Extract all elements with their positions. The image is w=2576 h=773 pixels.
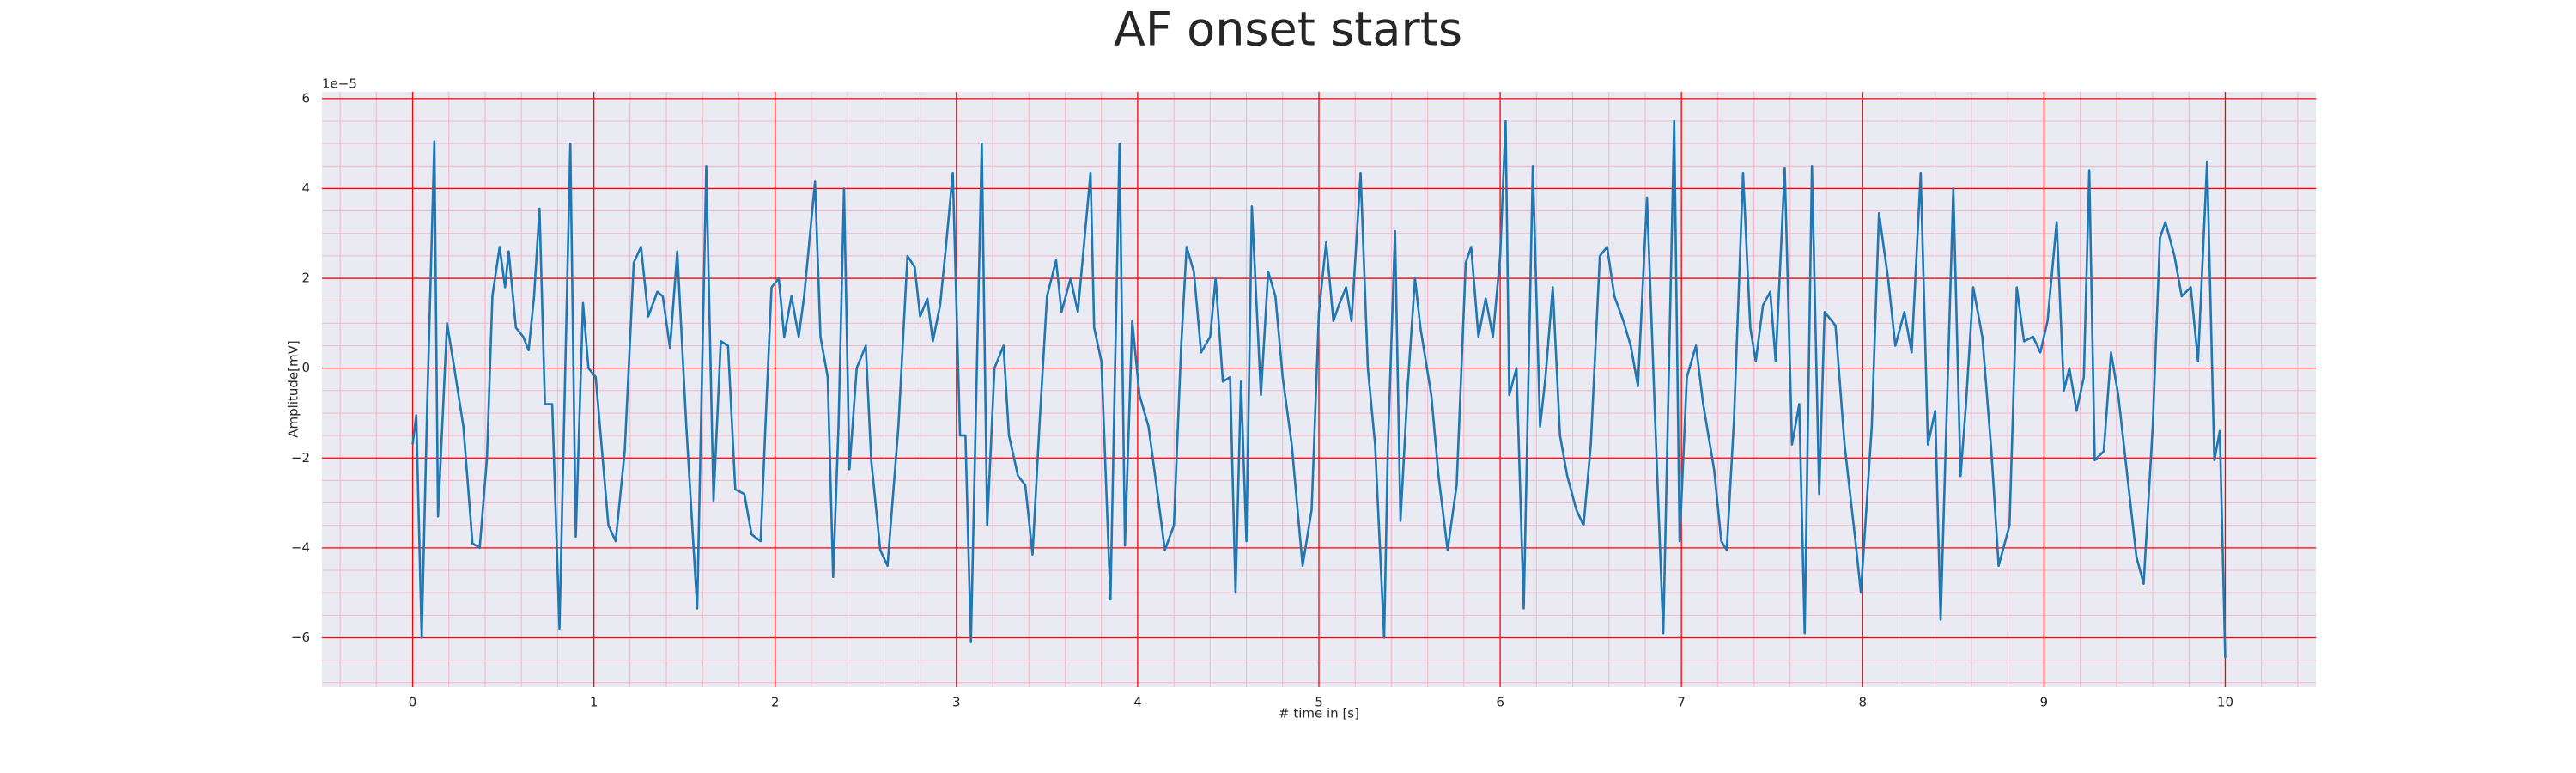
x-tick-label: 4 (1133, 695, 1142, 710)
y-tick-label: −2 (291, 450, 310, 466)
x-tick-label: 1 (590, 695, 598, 710)
x-tick-label: 5 (1315, 695, 1323, 710)
line-series (411, 119, 2227, 659)
y-offset-label: 1e−5 (322, 76, 357, 92)
x-axis-label: # time in [s] (1279, 706, 1359, 721)
x-tick-label: 10 (2217, 695, 2233, 710)
y-tick-label: 4 (301, 180, 310, 196)
x-tick-label: 6 (1496, 695, 1504, 710)
y-tick-label: −4 (291, 539, 310, 555)
y-axis-label: Amplitude[mV] (286, 340, 301, 437)
y-tick-label: 2 (301, 271, 310, 286)
y-tick-label: 0 (301, 360, 310, 375)
x-tick-label: 7 (1677, 695, 1686, 710)
chart-title: AF onset starts (1114, 3, 1462, 57)
y-tick-label: 6 (301, 90, 310, 106)
x-tick-label: 9 (2040, 695, 2049, 710)
x-tick-label: 0 (409, 695, 417, 710)
y-tick-label: −6 (291, 630, 310, 645)
x-tick-label: 8 (1858, 695, 1867, 710)
x-tick-label: 2 (771, 695, 780, 710)
x-tick-label: 3 (952, 695, 961, 710)
